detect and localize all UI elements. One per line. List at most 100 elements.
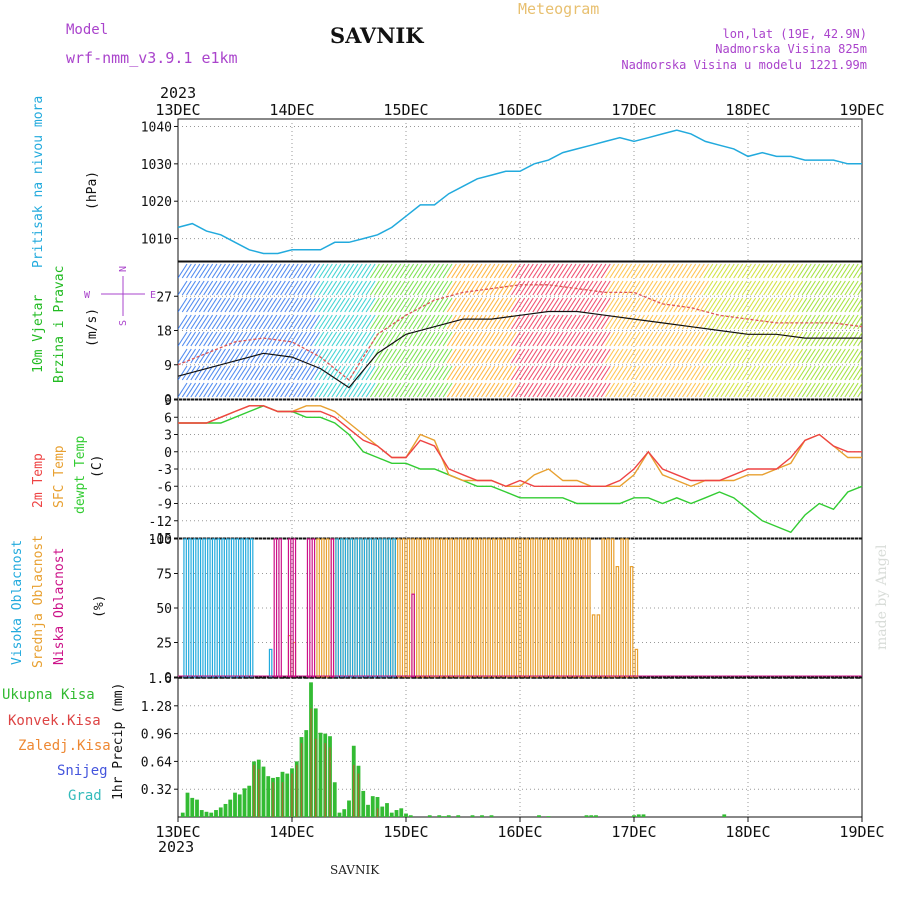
wind-barb [301,331,312,347]
wind-barb [258,297,269,313]
precip-conv-bar [296,764,298,817]
wind-barb [707,314,718,330]
wind-barb [622,280,633,296]
wind-barb [429,280,440,296]
wind-barb [763,365,774,381]
wind-barb [677,314,688,330]
wind-barb [570,314,581,330]
cloud-low-bar [287,538,292,678]
wind-barb [241,280,252,296]
wind-barb [194,297,205,313]
wind-barb [297,297,308,313]
wind-barb [493,331,504,347]
wind-barb [245,382,256,398]
wind-barb [519,365,530,381]
temp-tick-label: -15 [149,532,172,547]
wind-barb [823,263,833,279]
wind-barb [656,263,667,279]
wind-barb [434,382,444,398]
cloud-high-bar [363,538,368,678]
wind-barb [207,263,218,279]
wind-barb [506,348,517,364]
wind-barb [784,314,795,330]
wind-barb [579,331,590,347]
cloud-high-bar [359,538,363,678]
wind-barb [852,314,862,330]
wind-barb [254,348,265,364]
wind-barb [335,382,346,398]
wind-barb [190,280,201,296]
wind-barb [622,365,633,381]
cloud-mid-bar [530,538,534,678]
wind-barb [271,314,282,330]
wind-barb [596,297,607,313]
wind-barb [835,331,846,347]
cloud-low-bar [411,593,415,678]
wind-barb [793,331,804,347]
wind-barb [600,314,611,330]
wind-barb [228,314,239,330]
wind-barb [626,348,637,364]
wind-barb [707,263,718,279]
wind-barb [365,263,376,279]
precip-total-bar [385,803,389,817]
precip-tick-label: 1.6 [149,672,172,687]
wind-barb [681,382,692,398]
cloud-tick-label: 100 [149,533,172,548]
cloud-unit: (%) [92,595,107,618]
wind-barb [459,331,470,347]
wind-barb [737,297,748,313]
wind-barb [669,382,680,398]
wind-barb [207,382,218,398]
wind-barb [643,263,654,279]
wind-barb [263,382,273,398]
wind-barb [652,331,662,347]
wind-barb [237,365,248,381]
wind-barb [690,297,701,313]
wind-barb [814,297,825,313]
wind-barb [216,314,226,330]
wind-barb [459,365,470,381]
wind-barb [600,331,611,347]
wind-barb [181,382,192,398]
wind-barb [220,348,231,364]
wind-barb [297,365,308,381]
wind-barb [267,365,278,381]
wind-barb [314,365,325,381]
precip-total-bar [347,800,351,817]
cloud-title-high: Visoka Oblacnost [10,540,25,665]
wind-barb [656,297,667,313]
wind-barb [716,382,727,398]
elevation-label: Nadmorska Visina 825m [715,42,867,56]
wind-barb [575,297,586,313]
wind-barb [416,365,427,381]
wind-barb [549,348,560,364]
wind-barb [442,382,453,398]
model-label: Model [66,22,108,38]
wind-barb [357,382,368,398]
wind-barb [617,331,628,347]
wind-barb [639,365,650,381]
wind-barb [429,314,440,330]
precip-total-bar [366,804,370,817]
wind-barb [630,365,641,381]
wind-barb [181,314,192,330]
wind-barb [750,382,761,398]
wind-barb [528,365,539,381]
cloud-high-bar [340,538,344,678]
wind-barb [224,263,235,279]
wind-barb [669,365,680,381]
wind-barb [570,331,581,347]
wind-barb [365,314,376,330]
wind-barb [690,263,701,279]
wind-barbs [178,263,862,398]
wind-barb [378,263,389,279]
wind-barb [549,314,560,330]
wind-unit: (m/s) [85,308,100,347]
wind-barb [605,263,615,279]
wind-barb [852,297,862,313]
wind-barb [741,382,752,398]
wind-barb [776,331,786,347]
wind-barb [763,382,774,398]
wind-barb [207,365,218,381]
